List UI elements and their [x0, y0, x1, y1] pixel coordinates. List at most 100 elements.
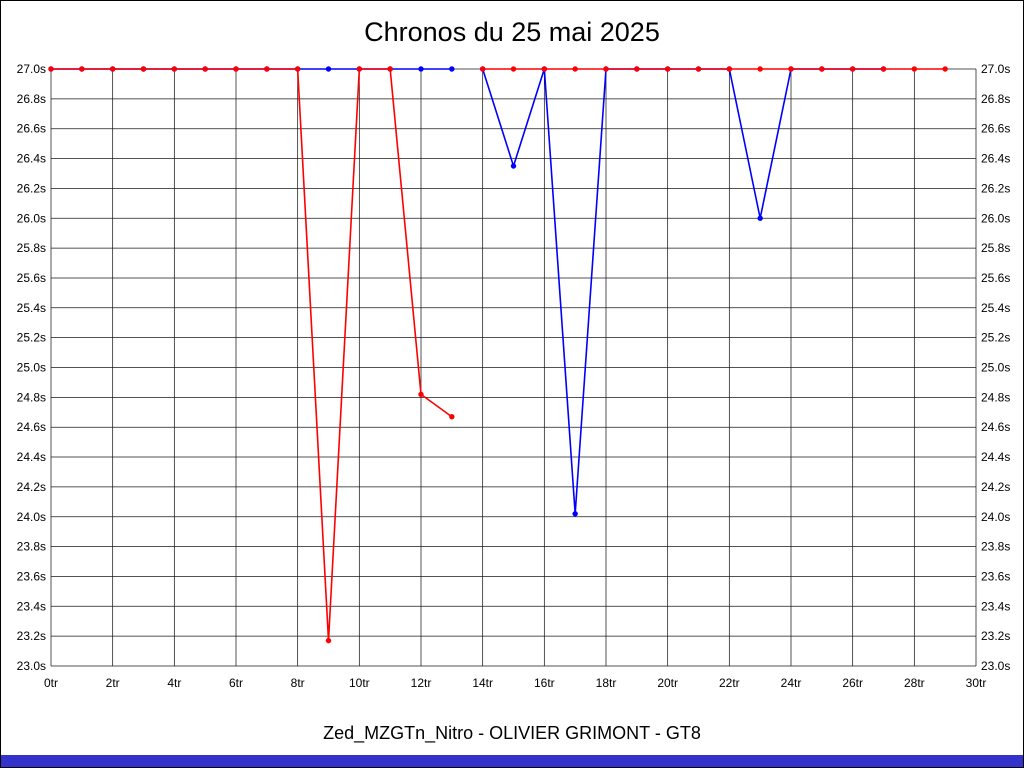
- data-point-marker-red-driver: [572, 66, 578, 72]
- x-tick-label: 30tr: [966, 676, 987, 690]
- y-tick-label-right: 25.0s: [981, 361, 1010, 375]
- y-tick-label-left: 25.2s: [17, 331, 46, 345]
- data-point-marker-red-driver: [79, 66, 85, 72]
- y-tick-label-right: 27.0s: [981, 62, 1010, 76]
- data-point-marker-red-driver: [264, 66, 270, 72]
- series-line-red-driver: [51, 68, 453, 641]
- data-point-marker-blue-driver: [510, 163, 517, 169]
- data-point-marker-red-driver: [479, 66, 486, 72]
- y-tick-label-left: 23.6s: [17, 569, 46, 583]
- y-tick-label-left: 24.2s: [17, 480, 46, 494]
- y-tick-label-left: 23.2s: [17, 629, 46, 643]
- data-point-marker-red-driver: [449, 414, 455, 420]
- x-tick-label: 12tr: [411, 676, 432, 690]
- x-tick-label: 16tr: [534, 676, 555, 690]
- data-point-marker-red-driver: [942, 66, 948, 72]
- y-tick-label-left: 24.6s: [17, 420, 46, 434]
- x-tick-label: 18tr: [596, 676, 617, 690]
- y-tick-label-left: 27.0s: [17, 62, 46, 76]
- data-point-marker-red-driver: [140, 66, 147, 72]
- data-point-marker-red-driver: [726, 66, 733, 72]
- y-tick-label-right: 24.2s: [981, 480, 1010, 494]
- chart-canvas: 27.0s 27.0s 26.8s 26.8s 26.6s 26.6s 26.4s 26.4s…: [17, 62, 1011, 690]
- data-point-marker-red-driver: [325, 637, 332, 644]
- y-tick-label-right: 26.4s: [981, 152, 1010, 166]
- data-point-marker-red-driver: [788, 66, 794, 72]
- data-point-marker-red-driver: [171, 66, 178, 72]
- y-tick-label-right: 24.8s: [981, 390, 1010, 404]
- x-tick-label: 8tr: [291, 676, 305, 690]
- y-tick-label-left: 26.6s: [17, 122, 46, 136]
- bottom-blue-bar: [1, 755, 1023, 767]
- y-tick-label-right: 26.8s: [981, 92, 1010, 106]
- y-tick-label-right: 23.0s: [981, 659, 1010, 673]
- y-tick-label-left: 26.2s: [17, 181, 46, 195]
- x-tick-label: 20tr: [657, 676, 678, 690]
- x-tick-label: 6tr: [229, 676, 243, 690]
- y-tick-label-right: 24.6s: [981, 420, 1010, 434]
- data-point-marker-red-driver: [880, 66, 887, 72]
- data-point-marker-red-driver: [202, 66, 208, 72]
- y-tick-label-right: 25.6s: [981, 271, 1010, 285]
- data-point-marker-red-driver: [603, 66, 609, 72]
- x-tick-label: 26tr: [842, 676, 863, 690]
- data-point-marker-blue-driver: [572, 511, 578, 517]
- data-point-marker-red-driver: [634, 66, 640, 72]
- data-point-marker-red-driver: [387, 66, 393, 72]
- y-tick-label-left: 25.4s: [17, 301, 46, 315]
- data-point-marker-red-driver: [911, 66, 918, 72]
- y-tick-label-right: 23.8s: [981, 540, 1010, 554]
- data-point-marker-red-driver: [48, 66, 54, 72]
- x-tick-label: 10tr: [349, 676, 370, 690]
- data-point-marker-red-driver: [757, 66, 763, 72]
- y-tick-label-right: 25.4s: [981, 301, 1010, 315]
- y-tick-label-right: 25.8s: [981, 241, 1010, 255]
- x-tick-label: 2tr: [106, 676, 120, 690]
- x-tick-label: 4tr: [167, 676, 181, 690]
- data-point-marker-red-driver: [109, 66, 116, 72]
- data-point-marker-red-driver: [541, 66, 548, 72]
- x-tick-label: 0tr: [44, 676, 58, 690]
- x-tick-label: 28tr: [904, 676, 925, 690]
- y-tick-label-right: 24.4s: [981, 450, 1010, 464]
- data-point-marker-red-driver: [819, 66, 825, 72]
- data-point-marker-red-driver: [695, 66, 702, 72]
- data-point-marker-red-driver: [233, 66, 239, 72]
- y-tick-label-left: 24.0s: [17, 510, 46, 524]
- y-tick-label-right: 23.4s: [981, 599, 1010, 613]
- chart-footer: Zed_MZGTn_Nitro - OLIVIER GRIMONT - GT8: [323, 723, 701, 743]
- y-tick-label-left: 23.0s: [17, 659, 46, 673]
- y-tick-label-right: 23.2s: [981, 629, 1010, 643]
- y-tick-label-right: 23.6s: [981, 569, 1010, 583]
- y-tick-label-right: 24.0s: [981, 510, 1010, 524]
- y-tick-label-left: 23.4s: [17, 599, 46, 613]
- data-point-marker-blue-driver: [449, 66, 455, 72]
- data-point-marker-blue-driver: [418, 66, 424, 72]
- data-point-marker-red-driver: [510, 66, 517, 72]
- y-tick-label-right: 26.2s: [981, 181, 1010, 195]
- data-point-marker-red-driver: [294, 66, 301, 72]
- y-tick-label-left: 26.0s: [17, 211, 46, 225]
- y-tick-label-right: 26.6s: [981, 122, 1010, 136]
- data-point-marker-blue-driver: [757, 215, 763, 221]
- data-point-marker-red-driver: [664, 66, 671, 72]
- data-point-marker-red-driver: [849, 66, 856, 72]
- y-tick-label-left: 25.8s: [17, 241, 46, 255]
- y-tick-label-left: 25.6s: [17, 271, 46, 285]
- data-point-marker-red-driver: [356, 66, 363, 72]
- x-tick-label: 22tr: [719, 676, 740, 690]
- chart-title: Chronos du 25 mai 2025: [364, 17, 660, 47]
- x-tick-label: 14tr: [472, 676, 493, 690]
- y-tick-label-right: 26.0s: [981, 211, 1010, 225]
- data-point-marker-red-driver: [418, 391, 424, 398]
- y-tick-label-left: 24.8s: [17, 390, 46, 404]
- y-tick-label-left: 26.8s: [17, 92, 46, 106]
- y-tick-label-left: 24.4s: [17, 450, 46, 464]
- y-tick-label-left: 25.0s: [17, 361, 46, 375]
- y-tick-label-right: 25.2s: [981, 331, 1010, 345]
- x-tick-label: 24tr: [781, 676, 802, 690]
- y-tick-label-left: 23.8s: [17, 540, 46, 554]
- data-point-marker-blue-driver: [325, 66, 332, 72]
- series-line-blue-driver: [481, 68, 884, 514]
